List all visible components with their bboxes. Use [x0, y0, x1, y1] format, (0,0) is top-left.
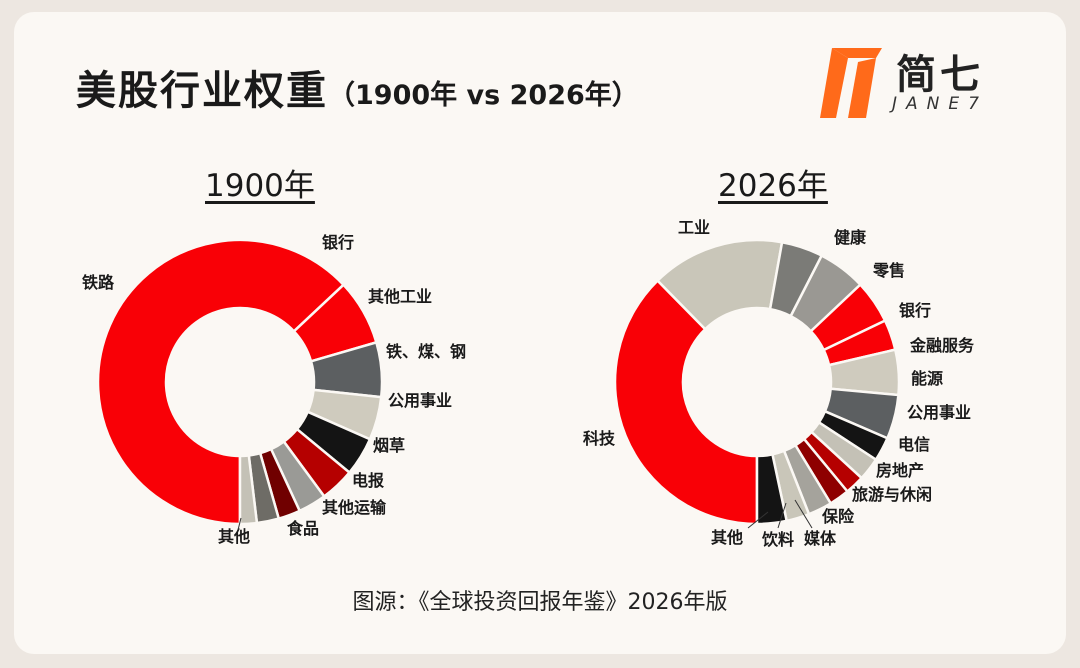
slice-label-1-12: 媒体 [804, 529, 837, 548]
slice-label-0-6: 电报 [352, 471, 384, 490]
title-main: 美股行业权重 [76, 68, 328, 114]
slice-label-0-9: 其他 [218, 527, 250, 546]
slice-label-0-4: 公用事业 [388, 391, 452, 410]
logo-cn: 简七 [896, 52, 984, 98]
slice-label-1-2: 健康 [834, 228, 867, 247]
leader-line-0-9 [237, 517, 242, 531]
slice-label-1-13: 饮料 [761, 530, 794, 549]
page-title: 美股行业权重（1900年 vs 2026年） [76, 58, 639, 116]
slice-label-1-11: 保险 [821, 507, 855, 526]
logo-en: JANE7 [892, 94, 988, 114]
slice-label-1-0: 科技 [583, 429, 616, 448]
chart-title-2026: 2026年 [718, 168, 828, 204]
slice-label-0-7: 其他运输 [322, 498, 387, 517]
slice-label-1-14: 其他 [711, 528, 743, 547]
slice-label-1-6: 能源 [911, 369, 943, 388]
slice-label-1-3: 零售 [872, 261, 905, 280]
slice-0-0 [96, 238, 345, 526]
slice-1-0 [613, 279, 759, 526]
slice-1-14 [755, 453, 788, 526]
slice-label-0-2: 其他工业 [368, 287, 432, 306]
slice-label-1-9: 房地产 [876, 461, 924, 480]
slice-label-1-10: 旅游与休闲 [852, 485, 932, 504]
slice-label-1-5: 金融服务 [909, 336, 975, 355]
slice-label-0-5: 烟草 [373, 436, 405, 455]
slice-label-1-4: 银行 [899, 301, 931, 320]
chart-title-1900: 1900年 [205, 168, 315, 204]
slice-label-0-8: 食品 [286, 519, 319, 538]
slice-0-9 [238, 454, 259, 526]
slice-label-1-1: 工业 [678, 218, 710, 237]
slice-label-0-1: 银行 [322, 233, 354, 252]
slice-label-0-0: 铁路 [82, 273, 115, 292]
leader-line-1-14 [747, 511, 769, 529]
slice-label-1-7: 公用事业 [907, 403, 971, 422]
source-note: 图源：《全球投资回报年鉴》2026年版 [352, 590, 728, 615]
logo: 简七 JANE7 [818, 44, 1008, 122]
leader-line-1-12 [794, 499, 813, 529]
slice-label-0-3: 铁、煤、钢 [386, 342, 466, 361]
title-sub: （1900年 vs 2026年） [328, 80, 639, 111]
logo-mark-icon [820, 48, 882, 118]
leader-line-1-13 [777, 502, 787, 529]
slice-label-1-8: 电信 [898, 435, 930, 454]
